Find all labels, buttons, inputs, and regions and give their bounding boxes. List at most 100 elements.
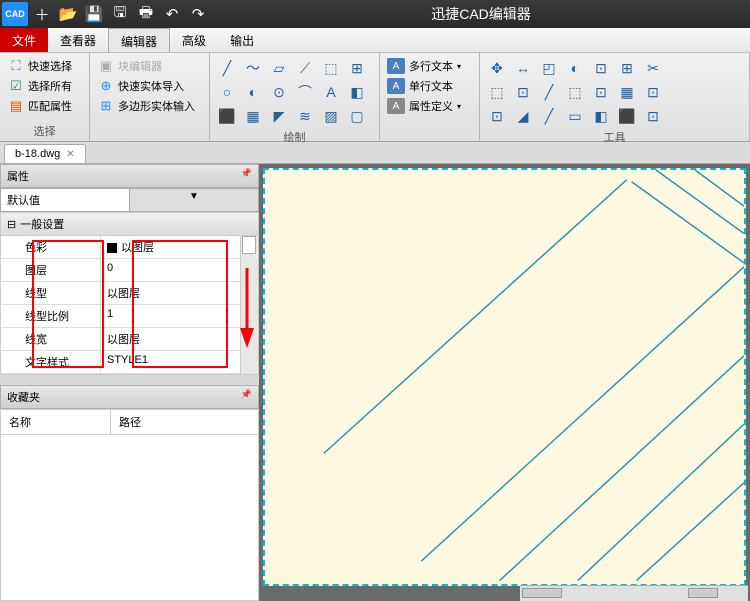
scroll-thumb-right[interactable] — [688, 588, 718, 598]
tool-button[interactable]: ✂ — [642, 57, 664, 79]
tool-button[interactable]: ▭ — [564, 105, 586, 127]
tool-button[interactable]: ╱ — [538, 105, 560, 127]
scroll-thumb-left[interactable] — [522, 588, 562, 598]
tool-button[interactable]: ⊡ — [590, 57, 612, 79]
pin-icon[interactable]: 📌 — [241, 389, 252, 405]
draw-tool-button[interactable]: ⌒ — [294, 81, 316, 103]
menu-viewer[interactable]: 查看器 — [48, 28, 108, 52]
property-grid: 色彩以图层图层0线型以图层线型比例1线宽以图层文字样式STYLE1 — [1, 236, 240, 374]
tool-button[interactable]: ◰ — [538, 57, 560, 79]
tool-button[interactable]: ◧ — [590, 105, 612, 127]
block-icon: ▣ — [98, 58, 114, 74]
draw-tool-button[interactable]: ～ — [242, 57, 264, 79]
drawing-canvas[interactable] — [263, 168, 746, 586]
menu-output[interactable]: 输出 — [218, 28, 266, 52]
draw-tool-button[interactable]: ▦ — [242, 105, 264, 127]
horizontal-scrollbar[interactable] — [520, 585, 748, 601]
stext-button[interactable]: A单行文本 — [386, 77, 473, 95]
draw-tool-button[interactable]: ⬚ — [320, 57, 342, 79]
match-icon: ▤ — [8, 98, 24, 114]
tool-button[interactable]: ⊞ — [616, 57, 638, 79]
property-row[interactable]: 文字样式STYLE1 — [1, 351, 240, 374]
quick-entity-import-button[interactable]: ⊕快速实体导入 — [96, 77, 203, 95]
chevron-down-icon[interactable]: ▼ — [129, 189, 258, 211]
general-section-header[interactable]: ⊟一般设置 — [1, 213, 258, 236]
draw-tool-grid: ╱～▱⟋⬚⊞ ○◐⊙⌒A◧ ⬛▦◤≋▨▢ — [216, 55, 373, 127]
tool-button[interactable]: ⊡ — [642, 81, 664, 103]
tool-button[interactable]: ▦ — [616, 81, 638, 103]
tool-button[interactable]: ⊡ — [512, 81, 534, 103]
quick-select-button[interactable]: ⛶快速选择 — [6, 57, 83, 75]
menu-file[interactable]: 文件 — [0, 28, 48, 52]
fav-col-name[interactable]: 名称 — [1, 410, 111, 434]
close-icon[interactable]: ✕ — [66, 149, 74, 160]
group-label-tools: 工具 — [486, 127, 743, 145]
polygon-icon: ⊞ — [98, 98, 114, 114]
draw-tool-button[interactable]: ▢ — [346, 105, 368, 127]
collapse-icon: ⊟ — [7, 218, 16, 231]
draw-tool-button[interactable]: ◤ — [268, 105, 290, 127]
draw-tool-button[interactable]: ╱ — [216, 57, 238, 79]
app-icon[interactable]: CAD — [2, 2, 28, 26]
tool-button[interactable]: ⬛ — [616, 105, 638, 127]
menu-editor[interactable]: 编辑器 — [108, 28, 170, 52]
draw-tool-button[interactable]: ○ — [216, 81, 238, 103]
tool-button[interactable]: ⊡ — [486, 105, 508, 127]
draw-tool-button[interactable]: A — [320, 81, 342, 103]
attr-icon: A — [387, 98, 405, 114]
saveas-icon[interactable]: 🖫 — [108, 2, 132, 26]
match-props-button[interactable]: ▤匹配属性 — [6, 97, 83, 115]
draw-tool-button[interactable]: ◧ — [346, 81, 368, 103]
mtext-button[interactable]: A多行文本▾ — [386, 57, 473, 75]
default-dropdown[interactable]: 默认值 ▼ — [0, 188, 259, 212]
select-all-button[interactable]: ☑选择所有 — [6, 77, 83, 95]
property-row[interactable]: 色彩以图层 — [1, 236, 240, 259]
favorites-list — [0, 435, 259, 601]
file-tab-label: b-18.dwg — [15, 148, 60, 160]
scroll-thumb[interactable] — [242, 236, 256, 254]
group-label-draw: 绘制 — [216, 127, 373, 145]
draw-tool-button[interactable]: ▨ — [320, 105, 342, 127]
print-icon[interactable]: 🖶 — [134, 2, 158, 26]
scrollbar[interactable] — [240, 236, 258, 374]
property-row[interactable]: 线型以图层 — [1, 282, 240, 305]
properties-panel: 属性 📌 默认值 ▼ ⊟一般设置 色彩以图层图层0线型以图层线型比例1线宽以图层… — [0, 164, 259, 601]
title-bar: CAD ＋ 📂 💾 🖫 🖶 ↶ ↷ 迅捷CAD编辑器 — [0, 0, 750, 28]
property-row[interactable]: 图层0 — [1, 259, 240, 282]
attrdef-button[interactable]: A属性定义▾ — [386, 97, 473, 115]
tool-button[interactable]: ◐ — [564, 57, 586, 79]
tool-button[interactable]: ⬚ — [564, 81, 586, 103]
redo-icon[interactable]: ↷ — [186, 2, 210, 26]
canvas-container — [259, 164, 750, 601]
tool-button[interactable]: ╱ — [538, 81, 560, 103]
property-row[interactable]: 线宽以图层 — [1, 328, 240, 351]
open-icon[interactable]: 📂 — [56, 2, 80, 26]
tool-button[interactable]: ⊡ — [642, 105, 664, 127]
favorites-columns: 名称 路径 — [0, 409, 259, 435]
file-tab[interactable]: b-18.dwg ✕ — [4, 144, 86, 163]
tool-button[interactable]: ↔ — [512, 57, 534, 79]
fav-col-path[interactable]: 路径 — [111, 410, 149, 434]
draw-tool-button[interactable]: ≋ — [294, 105, 316, 127]
undo-icon[interactable]: ↶ — [160, 2, 184, 26]
save-icon[interactable]: 💾 — [82, 2, 106, 26]
polygon-entity-button[interactable]: ⊞多边形实体输入 — [96, 97, 203, 115]
tool-button[interactable]: ✥ — [486, 57, 508, 79]
pin-icon[interactable]: 📌 — [241, 168, 252, 184]
draw-tool-button[interactable]: ⬛ — [216, 105, 238, 127]
menu-advanced[interactable]: 高级 — [170, 28, 218, 52]
properties-header: 属性 📌 — [0, 164, 259, 188]
new-icon[interactable]: ＋ — [30, 2, 54, 26]
draw-tool-button[interactable]: ⊙ — [268, 81, 290, 103]
tool-button[interactable]: ⊡ — [590, 81, 612, 103]
group-label-select: 选择 — [6, 121, 83, 139]
draw-tool-button[interactable]: ⊞ — [346, 57, 368, 79]
draw-tool-button[interactable]: ⟋ — [294, 57, 316, 79]
tool-button[interactable]: ◢ — [512, 105, 534, 127]
tool-button[interactable]: ⬚ — [486, 81, 508, 103]
draw-tool-button[interactable]: ▱ — [268, 57, 290, 79]
workspace: 属性 📌 默认值 ▼ ⊟一般设置 色彩以图层图层0线型以图层线型比例1线宽以图层… — [0, 164, 750, 601]
property-row[interactable]: 线型比例1 — [1, 305, 240, 328]
text-icon: A — [387, 78, 405, 94]
draw-tool-button[interactable]: ◐ — [242, 81, 264, 103]
